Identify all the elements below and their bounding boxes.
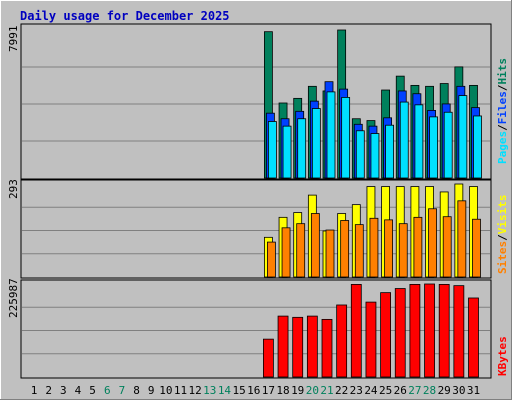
x-tick-label-day-3: 3 <box>60 384 67 397</box>
x-tick-label-day-9: 9 <box>148 384 155 397</box>
x-tick-label-day-26: 26 <box>394 384 407 397</box>
x-tick-label-day-10: 10 <box>159 384 172 397</box>
ymax-label-kbytes: 225987 <box>7 278 20 318</box>
bars-layer <box>262 29 482 378</box>
legend-kbytes: KBytes <box>496 336 509 376</box>
panel-kbytes <box>20 279 492 379</box>
bar-sites-day-24 <box>369 217 379 278</box>
legend-sep-1: / <box>496 124 509 131</box>
x-tick-label-day-29: 29 <box>438 384 451 397</box>
x-tick-label-day-18: 18 <box>276 384 289 397</box>
chart-title: Daily usage for December 2025 <box>20 9 230 23</box>
bar-kbytes-day-28 <box>424 283 435 378</box>
legend-pages: Pages <box>496 131 509 164</box>
bar-kbytes-day-27 <box>409 284 421 378</box>
bar-kbytes-day-31 <box>468 297 479 378</box>
x-tick-label-day-5: 5 <box>89 384 96 397</box>
x-axis-labels: 1 2 3 4 5 6 7 8 9 10 11 12 13 14 15 16 17 18 19 20 21 22 23 24 2… <box>31 384 480 397</box>
x-tick-label-day-15: 15 <box>232 384 245 397</box>
x-tick-label-day-13: 13 <box>203 384 216 397</box>
legend-files: Files <box>496 91 509 124</box>
bar-pages-day-18 <box>282 125 292 179</box>
bar-sites-day-17 <box>266 241 276 278</box>
bar-sites-day-26 <box>398 223 408 278</box>
bar-kbytes-day-26 <box>394 288 406 378</box>
bar-sites-day-31 <box>472 218 481 278</box>
x-tick-label-day-12: 12 <box>189 384 202 397</box>
bar-sites-day-22 <box>340 220 350 278</box>
bar-sites-day-21 <box>325 229 335 278</box>
bar-sites-day-25 <box>384 219 394 278</box>
x-tick-label-day-17: 17 <box>262 384 275 397</box>
bar-pages-day-21 <box>326 91 336 179</box>
bar-sites-day-20 <box>310 213 320 278</box>
bar-kbytes-day-22 <box>336 304 348 378</box>
bar-pages-day-27 <box>414 104 424 179</box>
x-tick-label-day-6: 6 <box>104 384 111 397</box>
legend-sites: Sites <box>496 241 509 274</box>
bar-kbytes-day-17 <box>262 338 274 378</box>
x-tick-label-day-1: 1 <box>31 384 38 397</box>
x-tick-label-day-16: 16 <box>247 384 260 397</box>
bar-kbytes-day-29 <box>438 284 450 378</box>
legend-sites-visits: Sites/Visits <box>496 195 509 275</box>
bar-sites-day-18 <box>281 227 291 278</box>
bar-pages-day-24 <box>370 133 380 179</box>
bar-sites-day-27 <box>413 216 423 278</box>
bar-sites-day-30 <box>457 200 467 278</box>
x-tick-label-day-19: 19 <box>291 384 304 397</box>
x-tick-label-day-24: 24 <box>364 384 378 397</box>
bar-pages-day-23 <box>355 130 365 179</box>
bar-pages-day-30 <box>458 95 468 179</box>
x-tick-label-day-14: 14 <box>218 384 232 397</box>
bar-pages-day-31 <box>473 115 482 179</box>
bar-pages-day-25 <box>385 124 395 179</box>
bar-sites-day-19 <box>296 223 306 278</box>
x-tick-label-day-11: 11 <box>174 384 187 397</box>
bar-pages-day-29 <box>443 111 453 179</box>
x-tick-label-day-7: 7 <box>119 384 126 397</box>
x-tick-label-day-4: 4 <box>75 384 82 397</box>
bar-sites-day-23 <box>354 224 364 278</box>
x-tick-label-day-30: 30 <box>452 384 465 397</box>
ymax-label-hits: 7991 <box>7 26 20 53</box>
legend-hits: Hits <box>496 58 509 85</box>
bar-sites-day-29 <box>442 216 452 278</box>
bar-pages-day-22 <box>341 97 351 179</box>
x-tick-label-day-28: 28 <box>423 384 436 397</box>
bar-kbytes-day-30 <box>453 285 465 378</box>
ymax-label-visits: 293 <box>7 179 20 199</box>
bar-kbytes-day-25 <box>380 292 392 378</box>
bar-kbytes-day-21 <box>321 318 333 378</box>
x-tick-label-day-22: 22 <box>335 384 348 397</box>
bar-pages-day-17 <box>267 121 277 179</box>
x-tick-label-day-31: 31 <box>467 384 480 397</box>
x-tick-label-day-20: 20 <box>306 384 319 397</box>
bar-kbytes-day-20 <box>306 315 318 378</box>
bar-kbytes-day-24 <box>365 301 377 378</box>
legend-hits-files-pages: Pages/Files/Hits <box>496 58 509 164</box>
bar-pages-day-28 <box>429 116 438 179</box>
bar-kbytes-day-23 <box>350 284 362 378</box>
x-tick-label-day-8: 8 <box>133 384 140 397</box>
bar-pages-day-20 <box>311 108 321 179</box>
x-tick-label-day-21: 21 <box>320 384 333 397</box>
bar-kbytes-day-19 <box>292 316 304 378</box>
legend-sep-2: / <box>496 84 509 91</box>
bar-pages-day-19 <box>297 118 307 179</box>
legend-visits: Visits <box>496 195 509 235</box>
bar-kbytes-day-18 <box>277 315 289 378</box>
x-tick-label-day-27: 27 <box>408 384 421 397</box>
x-tick-label-day-25: 25 <box>379 384 392 397</box>
x-tick-label-day-23: 23 <box>350 384 363 397</box>
bar-pages-day-26 <box>399 101 409 179</box>
bar-sites-day-28 <box>428 208 437 278</box>
x-tick-label-day-2: 2 <box>45 384 52 397</box>
legend-sep-3: / <box>496 234 509 241</box>
